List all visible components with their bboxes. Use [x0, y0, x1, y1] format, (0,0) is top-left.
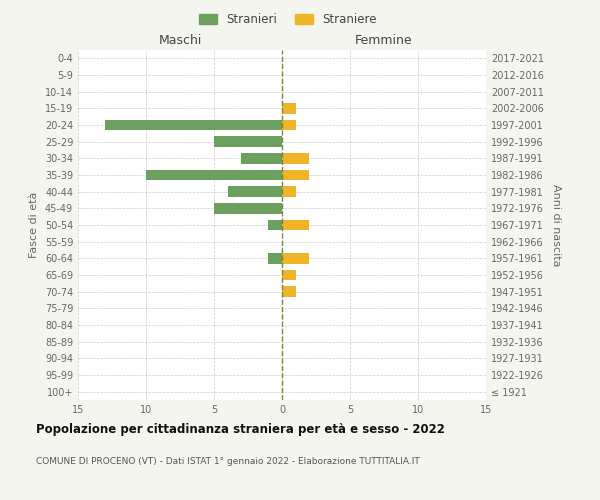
Bar — [282, 153, 309, 164]
Bar — [282, 286, 296, 297]
Bar — [214, 136, 282, 147]
Y-axis label: Anni di nascita: Anni di nascita — [551, 184, 560, 266]
Bar — [214, 203, 282, 214]
Text: Maschi: Maschi — [158, 34, 202, 46]
Bar — [105, 120, 282, 130]
Bar — [282, 103, 296, 114]
Bar — [282, 170, 309, 180]
Text: Femmine: Femmine — [355, 34, 413, 46]
Bar — [282, 253, 309, 264]
Bar — [227, 186, 282, 197]
Bar — [146, 170, 282, 180]
Bar — [268, 220, 282, 230]
Legend: Stranieri, Straniere: Stranieri, Straniere — [194, 8, 382, 31]
Bar — [268, 253, 282, 264]
Bar — [282, 120, 296, 130]
Bar — [282, 270, 296, 280]
Text: COMUNE DI PROCENO (VT) - Dati ISTAT 1° gennaio 2022 - Elaborazione TUTTITALIA.IT: COMUNE DI PROCENO (VT) - Dati ISTAT 1° g… — [36, 458, 420, 466]
Bar — [241, 153, 282, 164]
Bar — [282, 220, 309, 230]
Bar — [282, 186, 296, 197]
Y-axis label: Fasce di età: Fasce di età — [29, 192, 39, 258]
Text: Popolazione per cittadinanza straniera per età e sesso - 2022: Popolazione per cittadinanza straniera p… — [36, 422, 445, 436]
